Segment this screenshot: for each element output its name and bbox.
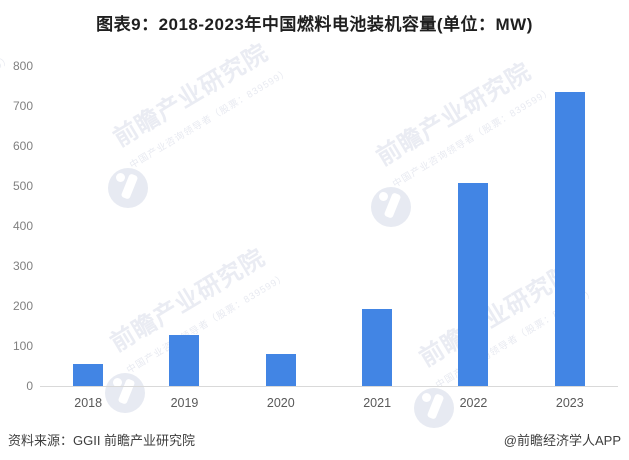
y-tick-label: 100 [12,339,33,353]
y-tick-label: 200 [12,299,33,313]
x-tick-label: 2018 [74,396,103,410]
bar-2018 [73,364,104,386]
x-tick-label: 2019 [170,396,199,410]
source-note: 资料来源：GGII 前瞻产业研究院 [8,433,196,448]
plot-bars [40,66,618,387]
x-tick-label: 2023 [555,396,584,410]
y-tick-label: 500 [12,179,33,193]
bar-2020 [265,354,296,386]
chart-title: 图表9：2018-2023年中国燃料电池装机容量(单位：MW) [96,15,533,34]
y-tick-label: 300 [12,259,33,273]
x-tick-label: 2021 [363,396,392,410]
x-axis-labels: 2018 2019 2020 2021 2022 2023 [40,396,618,410]
y-axis-labels: 0 100 200 300 400 500 600 700 800 [0,0,33,460]
credit-note: @前瞻经济学人APP [503,433,621,448]
y-tick-label: 600 [12,139,33,153]
x-tick-label: 2020 [266,396,295,410]
y-tick-label: 800 [12,59,33,73]
y-tick-label: 0 [26,379,33,393]
bar-2021 [362,309,393,386]
bar-2022 [458,183,489,386]
bar-2023 [554,92,585,386]
y-tick-label: 700 [12,99,33,113]
x-tick-label: 2022 [459,396,488,410]
bar-2019 [169,335,200,386]
plot-area: 2018 2019 2020 2021 2022 2023 [40,66,618,410]
y-tick-label: 400 [12,219,33,233]
